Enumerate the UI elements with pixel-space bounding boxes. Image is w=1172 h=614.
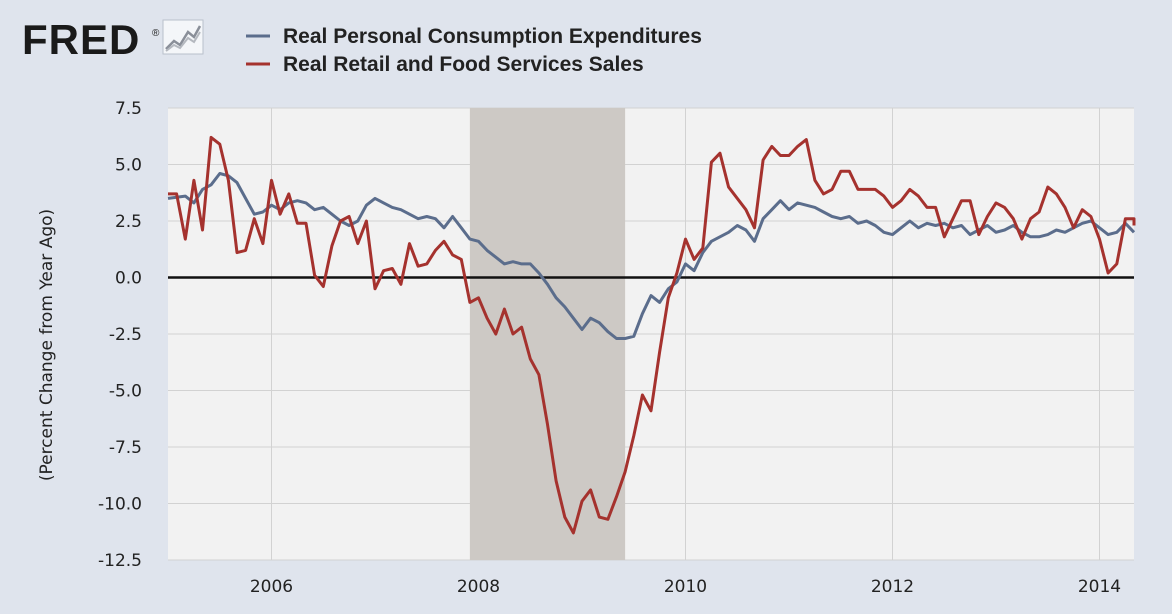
series-line-retail-sales: [168, 135, 1136, 535]
y-tick-label: 5.0: [115, 156, 142, 176]
x-tick-label: 2010: [664, 577, 707, 597]
y-tick-label: -2.5: [109, 325, 142, 345]
y-tick-label: -10.0: [98, 495, 142, 515]
trademark-symbol: ®: [152, 28, 160, 39]
fred-logo[interactable]: FRED ®: [22, 16, 204, 63]
series-line-pce: [167, 172, 1136, 340]
legend-label: Real Retail and Food Services Sales: [283, 53, 644, 76]
legend-label: Real Personal Consumption Expenditures: [283, 25, 702, 48]
y-tick-label: 0.0: [115, 269, 142, 289]
x-tick-label: 2008: [457, 577, 500, 597]
recession-band: [469, 108, 626, 560]
y-axis-ticks: 7.5 5.0 2.5 0.0 -2.5 -5.0 -7.5 -10.0 -12.5: [98, 99, 142, 571]
y-tick-label: 2.5: [115, 212, 142, 232]
recession-shading: [469, 108, 626, 560]
y-tick-label: -7.5: [109, 438, 142, 458]
y-tick-label: -12.5: [98, 551, 142, 571]
x-tick-label: 2014: [1078, 577, 1121, 597]
y-axis-title: (Percent Change from Year Ago): [37, 209, 57, 481]
x-tick-label: 2006: [250, 577, 293, 597]
x-axis-ticks: 2006 2008 2010 2012 2014: [250, 577, 1121, 597]
chart-legend: Real Personal Consumption Expenditures Re…: [246, 25, 702, 76]
fred-logo-text: FRED: [22, 16, 140, 63]
x-tick-label: 2012: [871, 577, 914, 597]
y-tick-label: -5.0: [109, 382, 142, 402]
series-lines: [167, 135, 1136, 535]
fred-chart-icon: [162, 19, 204, 55]
y-tick-label: 7.5: [115, 99, 142, 119]
